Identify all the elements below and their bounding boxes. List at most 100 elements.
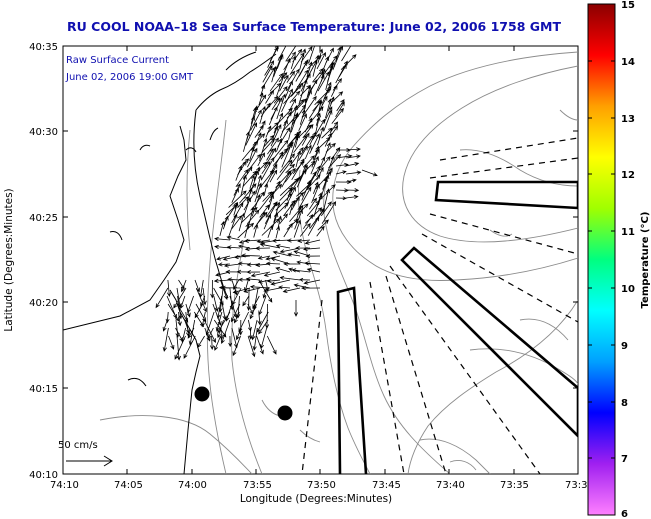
current-vector: [270, 279, 291, 286]
current-vector: [237, 222, 255, 239]
current-vector: [207, 327, 214, 339]
buoy-marker: [277, 405, 293, 421]
x-tick-label: 73:50: [307, 480, 336, 491]
current-vector: [270, 124, 282, 147]
current-vector: [215, 311, 223, 332]
current-vector: [263, 271, 281, 277]
radar-transects-dashed: [301, 137, 578, 474]
current-vector: [331, 107, 344, 124]
current-vector: [302, 214, 314, 230]
current-vector: [325, 64, 334, 91]
current-vector: [233, 254, 251, 260]
current-vector: [276, 93, 286, 120]
current-vector: [167, 303, 180, 322]
current-vector: [270, 257, 291, 265]
current-vector: [237, 196, 249, 209]
annotation-line-2: June 02, 2006 19:00 GMT: [65, 72, 194, 83]
current-vector: [246, 269, 261, 275]
current-vector: [263, 287, 281, 293]
current-vector: [335, 196, 347, 201]
current-vector: [228, 335, 233, 348]
current-vector: [224, 263, 241, 268]
current-vector: [273, 86, 288, 104]
current-vector: [237, 261, 251, 266]
current-vector: [214, 236, 231, 242]
current-vector: [345, 188, 360, 193]
current-vector: [197, 335, 205, 348]
current-vector: [266, 148, 274, 161]
current-vector: [298, 277, 311, 282]
current-vector: [240, 253, 261, 258]
current-vector: [309, 171, 317, 183]
current-vector: [257, 279, 271, 284]
colorbar-tick-label: 9: [621, 341, 628, 352]
current-vector: [258, 319, 269, 335]
scale-label: 50 cm/s: [58, 440, 98, 451]
current-vector: [279, 213, 288, 224]
current-vector: [244, 279, 249, 292]
current-vector: [219, 221, 225, 237]
current-vector: [281, 170, 291, 188]
current-vector: [259, 105, 266, 124]
current-vector: [247, 147, 258, 168]
current-vector: [265, 255, 281, 261]
y-tick-label: 40:10: [29, 470, 58, 481]
current-vector: [306, 61, 313, 78]
current-vector: [249, 174, 255, 189]
colorbar-tick-label: 11: [621, 227, 635, 238]
x-axis-label: Longitude (Degrees:Minutes): [240, 493, 392, 505]
current-vector: [293, 250, 311, 257]
x-tick-label: 73:45: [372, 480, 401, 491]
current-vector: [233, 279, 240, 290]
current-vector: [271, 97, 281, 111]
current-vector: [323, 106, 333, 124]
current-vector: [271, 238, 291, 243]
current-vector: [255, 174, 262, 195]
colorbar-tick-label: 10: [621, 284, 635, 295]
current-vector: [257, 311, 262, 326]
current-vector: [256, 335, 264, 355]
current-vector: [253, 223, 259, 238]
current-vector: [243, 238, 261, 243]
y-tick-label: 40:15: [29, 384, 58, 395]
current-vector: [335, 179, 352, 185]
map-frame: [62, 45, 579, 475]
current-vector: [323, 142, 331, 160]
current-vector: [289, 52, 305, 76]
current-vector: [345, 162, 360, 167]
current-vector: [268, 180, 281, 203]
current-vector: [291, 196, 300, 211]
current-vector: [286, 68, 300, 92]
current-vector: [272, 148, 288, 167]
x-tick-label: 73:3: [565, 480, 587, 491]
current-vector: [304, 261, 321, 266]
current-vector: [267, 224, 273, 238]
current-vector: [289, 147, 304, 167]
current-vector: [249, 170, 259, 195]
current-vector: [220, 319, 231, 345]
current-vector: [269, 151, 284, 175]
current-vector: [183, 335, 196, 359]
current-vector: [259, 242, 281, 249]
current-vector: [268, 193, 275, 211]
map-panel: Raw Surface Current June 02, 2006 19:00 …: [3, 42, 587, 505]
current-vector: [298, 79, 308, 105]
current-vector: [228, 190, 247, 208]
current-vector: [267, 46, 279, 68]
current-vector: [288, 117, 295, 140]
current-vector: [323, 188, 330, 208]
current-vector: [273, 54, 283, 77]
current-vector: [276, 138, 283, 152]
current-vector: [281, 88, 293, 112]
current-vector: [254, 124, 264, 138]
x-tick-label: 74:05: [114, 480, 143, 491]
current-vector: [222, 255, 241, 261]
current-vector: [321, 201, 337, 224]
current-vector: [227, 213, 238, 239]
current-vector: [283, 84, 302, 104]
y-tick-label: 40:30: [29, 127, 58, 138]
current-vector: [213, 319, 227, 338]
current-vector: [277, 215, 282, 229]
current-vector: [335, 170, 347, 175]
current-vector: [238, 212, 245, 232]
